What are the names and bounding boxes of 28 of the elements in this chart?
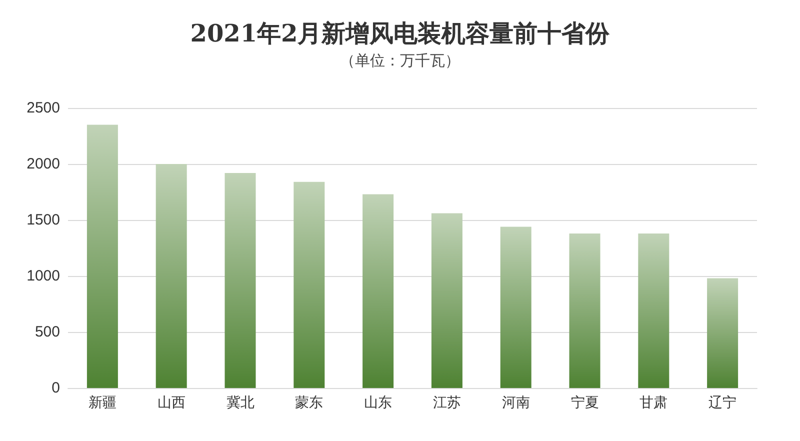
x-tick-label: 河南: [502, 395, 530, 411]
x-tick-label: 山东: [364, 395, 392, 411]
chart-title: 2021年2月新增风电装机容量前十省份: [190, 18, 611, 48]
x-tick-label: 宁夏: [570, 395, 599, 411]
y-tick-label: 0: [52, 380, 60, 396]
x-tick-label: 新疆: [88, 395, 116, 411]
y-tick-label: 1500: [26, 212, 60, 228]
bar: [294, 182, 325, 388]
y-tick-label: 500: [34, 324, 60, 340]
x-tick-label: 蒙东: [295, 395, 324, 411]
bar: [86, 124, 118, 388]
y-tick-label: 2000: [26, 156, 60, 172]
y-tick-label: 2500: [26, 100, 60, 116]
bar: [224, 172, 256, 388]
bar: [638, 233, 670, 388]
x-tick-label: 江苏: [432, 395, 461, 411]
bar: [156, 164, 187, 388]
chart-subtitle: （单位：万千瓦）: [340, 52, 460, 70]
x-tick-label: 辽宁: [708, 395, 737, 411]
y-tick-label: 1000: [26, 268, 60, 284]
x-tick-label: 甘肃: [640, 395, 668, 411]
bar: [569, 233, 600, 388]
bar: [707, 278, 738, 388]
x-tick-label: 山西: [157, 395, 186, 411]
bar: [500, 226, 532, 388]
bar: [362, 194, 394, 388]
bar: [431, 213, 462, 388]
x-tick-label: 冀北: [226, 395, 254, 411]
